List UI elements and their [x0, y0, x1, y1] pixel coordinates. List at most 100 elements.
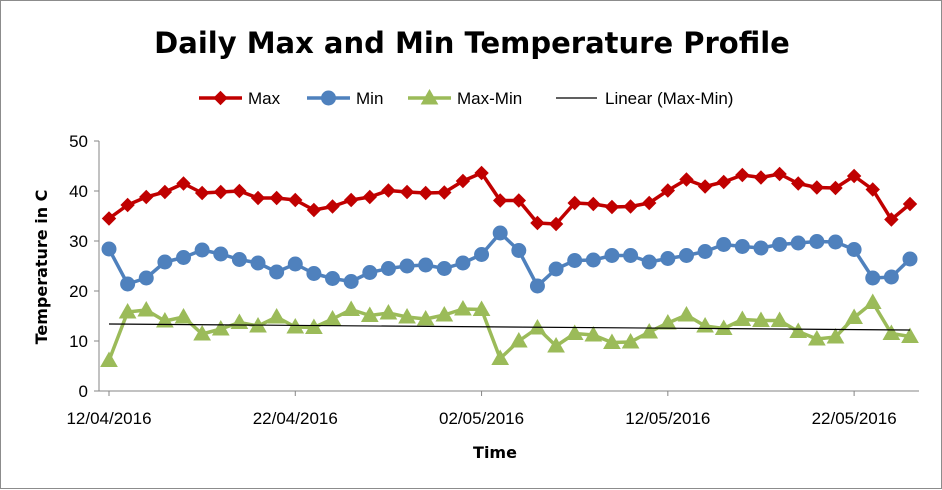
data-point-max-min	[323, 309, 342, 326]
data-point-max-min	[863, 293, 882, 309]
data-point-min	[436, 261, 452, 276]
data-point-max-min	[509, 331, 528, 348]
data-point-max	[902, 196, 918, 212]
data-point-max	[548, 216, 564, 232]
data-point-max-min	[789, 322, 808, 338]
data-point-min	[604, 248, 620, 263]
data-point-max	[399, 184, 415, 200]
x-axis-title: Time	[473, 443, 517, 462]
data-point-max-min	[603, 333, 621, 349]
data-point-min	[176, 250, 192, 265]
data-point-max	[530, 215, 545, 231]
legend-label: Min	[356, 89, 383, 108]
data-point-min	[120, 276, 136, 292]
legend-item-max-min: Max-Min	[408, 88, 522, 108]
data-point-max-min	[640, 322, 659, 339]
data-point-max	[865, 182, 880, 197]
data-point-max	[362, 189, 377, 205]
x-ticks: 12/04/2016 22/04/2016 02/05/2016 12/05/2016…	[66, 391, 897, 428]
data-point-max	[194, 185, 210, 201]
data-point-min	[474, 247, 490, 262]
legend-marker	[321, 90, 336, 106]
series-max-min	[100, 293, 919, 367]
data-point-min	[846, 242, 862, 257]
data-point-max-min	[398, 307, 416, 324]
data-point-max-min	[137, 300, 156, 317]
data-point-max-min	[416, 309, 435, 326]
data-point-max-min	[845, 308, 863, 324]
data-point-min	[734, 239, 750, 254]
data-point-max	[586, 196, 601, 212]
x-tick-label: 22/05/2016	[812, 409, 897, 428]
data-point-max	[176, 176, 191, 191]
data-point-min	[455, 255, 471, 271]
data-point-max	[846, 168, 862, 184]
series-line-max-min	[107, 300, 911, 362]
data-point-min	[548, 261, 564, 277]
data-point-min	[883, 269, 899, 285]
y-tick-label: 30	[69, 232, 88, 251]
data-point-max-min	[360, 306, 379, 322]
series-line-min	[107, 231, 912, 288]
x-tick-label: 12/04/2016	[66, 409, 151, 428]
data-point-max	[418, 185, 433, 201]
data-point-max	[269, 190, 284, 206]
x-tick-label: 12/05/2016	[625, 409, 710, 428]
data-point-min	[399, 258, 415, 274]
plot-area: 0 10 20 30 40 50 12/04/2016 22/04/2016 02/05/20…	[66, 132, 919, 428]
y-ticks: 0 10 20 30 40 50	[69, 132, 99, 401]
series-layer	[100, 165, 919, 367]
data-point-max	[604, 199, 620, 215]
data-point-min	[753, 240, 769, 256]
data-point-max-min	[752, 311, 770, 327]
x-tick-label: 22/04/2016	[253, 409, 338, 428]
series-line-max	[107, 171, 912, 226]
data-point-min	[325, 271, 341, 286]
y-tick-label: 40	[69, 182, 88, 201]
trendline	[108, 323, 911, 331]
data-point-max-min	[733, 310, 752, 326]
data-point-max-min	[491, 349, 510, 365]
data-point-max-min	[770, 311, 789, 327]
data-point-min	[678, 248, 694, 263]
data-point-max	[884, 212, 899, 227]
data-point-min	[138, 270, 154, 286]
data-point-max	[828, 180, 843, 196]
data-point-min	[287, 256, 303, 272]
data-point-max	[735, 167, 750, 183]
y-tick-label: 20	[69, 282, 88, 301]
data-point-max	[101, 211, 117, 226]
data-point-max	[455, 173, 471, 189]
data-point-min	[865, 270, 881, 286]
data-point-min	[529, 278, 545, 294]
data-point-max	[791, 176, 806, 191]
data-point-max-min	[454, 299, 472, 316]
data-point-min	[585, 252, 601, 268]
data-point-min	[716, 237, 732, 252]
data-point-max	[139, 189, 154, 205]
series-min	[101, 225, 918, 294]
legend-label: Max	[248, 89, 281, 108]
y-tick-label: 0	[79, 382, 88, 401]
series-max	[101, 165, 918, 232]
x-tick-label: 02/05/2016	[439, 409, 524, 428]
data-point-max	[120, 197, 135, 213]
data-point-max-min	[714, 319, 733, 335]
data-point-max-min	[379, 303, 398, 320]
data-point-min	[194, 242, 210, 258]
legend-item-max: Max	[199, 89, 281, 108]
data-point-max-min	[100, 351, 118, 367]
legend-item-min: Min	[307, 89, 383, 108]
data-point-max	[343, 192, 359, 208]
data-point-max-min	[826, 327, 845, 344]
data-point-max-min	[677, 305, 696, 322]
data-point-min	[213, 246, 229, 262]
data-point-min	[623, 248, 639, 263]
data-point-max	[623, 199, 638, 214]
data-point-min	[660, 251, 676, 266]
data-point-max-min	[230, 313, 249, 329]
data-point-max	[213, 184, 228, 200]
data-point-max	[492, 193, 508, 208]
data-point-max-min	[547, 336, 565, 353]
